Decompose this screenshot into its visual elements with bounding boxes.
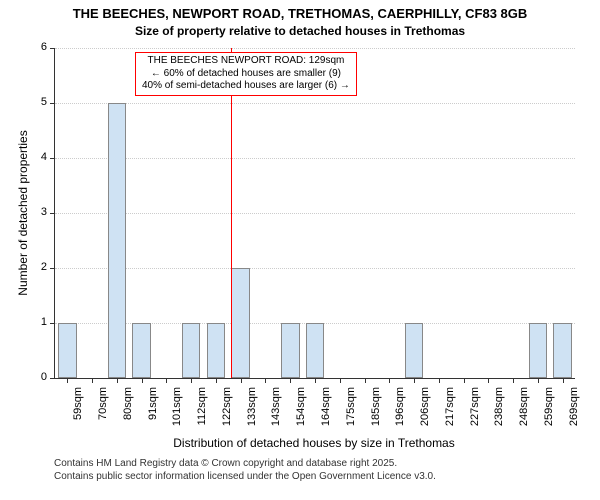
histogram-bar (207, 323, 226, 378)
ytick-mark (50, 103, 55, 104)
ytick-mark (50, 323, 55, 324)
ytick-label: 2 (17, 261, 47, 273)
chart-container: THE BEECHES, NEWPORT ROAD, TRETHOMAS, CA… (0, 0, 600, 500)
ytick-mark (50, 378, 55, 379)
xtick-mark (67, 378, 68, 383)
annotation-box: THE BEECHES NEWPORT ROAD: 129sqm← 60% of… (135, 52, 357, 96)
xtick-mark (117, 378, 118, 383)
xtick-label: 259sqm (543, 387, 555, 437)
xtick-label: 175sqm (345, 387, 357, 437)
xtick-mark (315, 378, 316, 383)
histogram-bar (281, 323, 300, 378)
chart-title-line1: THE BEECHES, NEWPORT ROAD, TRETHOMAS, CA… (0, 6, 600, 21)
histogram-bar (108, 103, 127, 378)
histogram-bar (405, 323, 424, 378)
xtick-mark (142, 378, 143, 383)
xtick-mark (340, 378, 341, 383)
ytick-label: 3 (17, 206, 47, 218)
attribution-text: Contains HM Land Registry data © Crown c… (54, 458, 436, 483)
xtick-label: 154sqm (295, 387, 307, 437)
attribution-line1: Contains HM Land Registry data © Crown c… (54, 458, 436, 471)
grid-line (55, 213, 575, 214)
xtick-mark (563, 378, 564, 383)
xtick-mark (464, 378, 465, 383)
histogram-bar (182, 323, 201, 378)
ytick-label: 1 (17, 316, 47, 328)
xtick-label: 217sqm (444, 387, 456, 437)
xtick-label: 80sqm (122, 387, 134, 437)
xtick-label: 122sqm (221, 387, 233, 437)
xtick-mark (513, 378, 514, 383)
xtick-mark (365, 378, 366, 383)
xtick-label: 269sqm (568, 387, 580, 437)
grid-line (55, 158, 575, 159)
reference-line (231, 48, 232, 378)
ytick-mark (50, 158, 55, 159)
ytick-label: 5 (17, 96, 47, 108)
ytick-mark (50, 268, 55, 269)
xtick-mark (92, 378, 93, 383)
ytick-label: 6 (17, 41, 47, 53)
xtick-mark (265, 378, 266, 383)
xtick-mark (488, 378, 489, 383)
histogram-bar (529, 323, 548, 378)
grid-line (55, 48, 575, 49)
xtick-label: 248sqm (518, 387, 530, 437)
xtick-mark (389, 378, 390, 383)
xtick-mark (166, 378, 167, 383)
xtick-mark (241, 378, 242, 383)
xtick-mark (191, 378, 192, 383)
xtick-mark (414, 378, 415, 383)
xtick-mark (538, 378, 539, 383)
ytick-mark (50, 48, 55, 49)
histogram-bar (132, 323, 151, 378)
xtick-label: 133sqm (246, 387, 258, 437)
annotation-line: ← 60% of detached houses are smaller (9) (142, 68, 350, 81)
attribution-line2: Contains public sector information licen… (54, 471, 436, 484)
histogram-bar (306, 323, 325, 378)
xtick-label: 227sqm (469, 387, 481, 437)
xtick-label: 70sqm (97, 387, 109, 437)
grid-line (55, 268, 575, 269)
xtick-label: 206sqm (419, 387, 431, 437)
ytick-label: 0 (17, 371, 47, 383)
annotation-line: 40% of semi-detached houses are larger (… (142, 80, 350, 93)
grid-line (55, 103, 575, 104)
xtick-label: 101sqm (171, 387, 183, 437)
xtick-mark (439, 378, 440, 383)
xtick-label: 196sqm (394, 387, 406, 437)
xtick-mark (290, 378, 291, 383)
ytick-label: 4 (17, 151, 47, 163)
xtick-label: 59sqm (72, 387, 84, 437)
annotation-line: THE BEECHES NEWPORT ROAD: 129sqm (142, 55, 350, 68)
xtick-label: 112sqm (196, 387, 208, 437)
xtick-label: 238sqm (493, 387, 505, 437)
ytick-mark (50, 213, 55, 214)
xtick-label: 185sqm (370, 387, 382, 437)
xtick-label: 91sqm (147, 387, 159, 437)
histogram-bar (231, 268, 250, 378)
histogram-bar (553, 323, 572, 378)
chart-title-line2: Size of property relative to detached ho… (0, 24, 600, 38)
xtick-label: 143sqm (270, 387, 282, 437)
x-axis-label: Distribution of detached houses by size … (54, 436, 574, 450)
plot-area: 012345659sqm70sqm80sqm91sqm101sqm112sqm1… (54, 48, 575, 379)
xtick-mark (216, 378, 217, 383)
xtick-label: 164sqm (320, 387, 332, 437)
histogram-bar (58, 323, 77, 378)
